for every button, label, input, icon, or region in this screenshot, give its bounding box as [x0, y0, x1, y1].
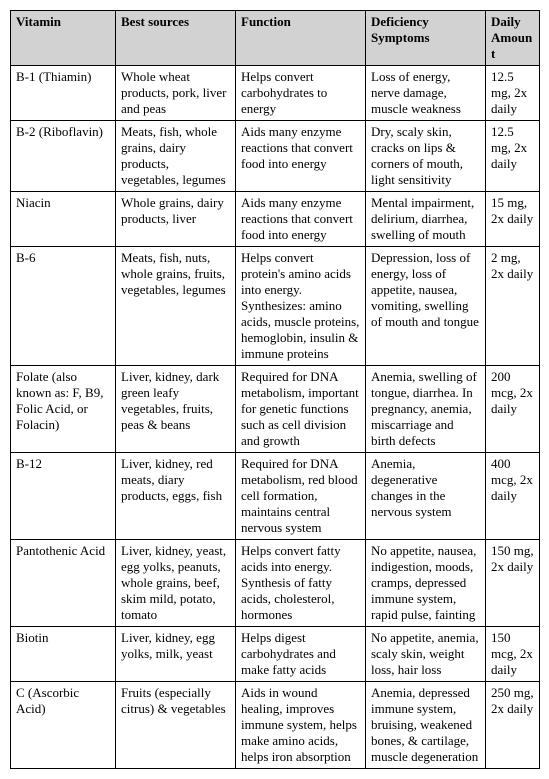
cell-sources: Whole wheat products, pork, liver and pe…	[116, 66, 236, 121]
table-row: B-2 (Riboflavin) Meats, fish, whole grai…	[11, 121, 540, 192]
cell-sources: Liver, kidney, red meats, diary products…	[116, 453, 236, 540]
cell-function: Helps convert protein's amino acids into…	[236, 247, 366, 366]
cell-vitamin: Niacin	[11, 192, 116, 247]
cell-sources: Liver, kidney, yeast, egg yolks, peanuts…	[116, 540, 236, 627]
cell-deficiency: Mental impairment, delirium, diarrhea, s…	[366, 192, 486, 247]
table-row: Pantothenic Acid Liver, kidney, yeast, e…	[11, 540, 540, 627]
cell-sources: Liver, kidney, dark green leafy vegetabl…	[116, 366, 236, 453]
vitamin-table: Vitamin Best sources Function Deficiency…	[10, 10, 540, 769]
cell-daily: 400 mcg, 2x daily	[486, 453, 540, 540]
col-function: Function	[236, 11, 366, 66]
cell-vitamin: B-1 (Thiamin)	[11, 66, 116, 121]
cell-function: Helps digest carbohydrates and make fatt…	[236, 627, 366, 682]
cell-vitamin: Biotin	[11, 627, 116, 682]
cell-deficiency: Dry, scaly skin, cracks on lips & corner…	[366, 121, 486, 192]
cell-function: Helps convert carbohydrates to energy	[236, 66, 366, 121]
cell-sources: Whole grains, dairy products, liver	[116, 192, 236, 247]
cell-deficiency: Anemia, swelling of tongue, diarrhea. In…	[366, 366, 486, 453]
cell-function: Aids many enzyme reactions that convert …	[236, 121, 366, 192]
cell-daily: 12.5 mg, 2x daily	[486, 66, 540, 121]
cell-function: Aids many enzyme reactions that convert …	[236, 192, 366, 247]
cell-daily: 150 mcg, 2x daily	[486, 627, 540, 682]
cell-daily: 15 mg, 2x daily	[486, 192, 540, 247]
cell-vitamin: C (Ascorbic Acid)	[11, 682, 116, 769]
cell-deficiency: Loss of energy, nerve damage, muscle wea…	[366, 66, 486, 121]
col-daily: Daily Amount	[486, 11, 540, 66]
col-deficiency: Deficiency Symptoms	[366, 11, 486, 66]
table-row: B-6 Meats, fish, nuts, whole grains, fru…	[11, 247, 540, 366]
cell-sources: Liver, kidney, egg yolks, milk, yeast	[116, 627, 236, 682]
cell-function: Required for DNA metabolism, red blood c…	[236, 453, 366, 540]
cell-deficiency: No appetite, anemia, scaly skin, weight …	[366, 627, 486, 682]
cell-vitamin: B-6	[11, 247, 116, 366]
table-row: C (Ascorbic Acid) Fruits (especially cit…	[11, 682, 540, 769]
cell-sources: Fruits (especially citrus) & vegetables	[116, 682, 236, 769]
cell-daily: 150 mg, 2x daily	[486, 540, 540, 627]
cell-deficiency: Anemia, degenerative changes in the nerv…	[366, 453, 486, 540]
cell-function: Helps convert fatty acids into energy. S…	[236, 540, 366, 627]
table-row: Folate (also known as: F, B9, Folic Acid…	[11, 366, 540, 453]
cell-daily: 200 mcg, 2x daily	[486, 366, 540, 453]
cell-function: Required for DNA metabolism, important f…	[236, 366, 366, 453]
cell-deficiency: Anemia, depressed immune system, bruisin…	[366, 682, 486, 769]
cell-function: Aids in wound healing, improves immune s…	[236, 682, 366, 769]
cell-sources: Meats, fish, whole grains, dairy product…	[116, 121, 236, 192]
cell-vitamin: B-2 (Riboflavin)	[11, 121, 116, 192]
table-body: B-1 (Thiamin) Whole wheat products, pork…	[11, 66, 540, 769]
cell-deficiency: No appetite, nausea, indigestion, moods,…	[366, 540, 486, 627]
header-row: Vitamin Best sources Function Deficiency…	[11, 11, 540, 66]
table-row: B-1 (Thiamin) Whole wheat products, pork…	[11, 66, 540, 121]
col-vitamin: Vitamin	[11, 11, 116, 66]
cell-sources: Meats, fish, nuts, whole grains, fruits,…	[116, 247, 236, 366]
table-row: Niacin Whole grains, dairy products, liv…	[11, 192, 540, 247]
cell-deficiency: Depression, loss of energy, loss of appe…	[366, 247, 486, 366]
cell-daily: 12.5 mg, 2x daily	[486, 121, 540, 192]
cell-vitamin: B-12	[11, 453, 116, 540]
cell-daily: 2 mg, 2x daily	[486, 247, 540, 366]
table-row: Biotin Liver, kidney, egg yolks, milk, y…	[11, 627, 540, 682]
col-sources: Best sources	[116, 11, 236, 66]
cell-vitamin: Pantothenic Acid	[11, 540, 116, 627]
table-row: B-12 Liver, kidney, red meats, diary pro…	[11, 453, 540, 540]
cell-vitamin: Folate (also known as: F, B9, Folic Acid…	[11, 366, 116, 453]
cell-daily: 250 mg, 2x daily	[486, 682, 540, 769]
